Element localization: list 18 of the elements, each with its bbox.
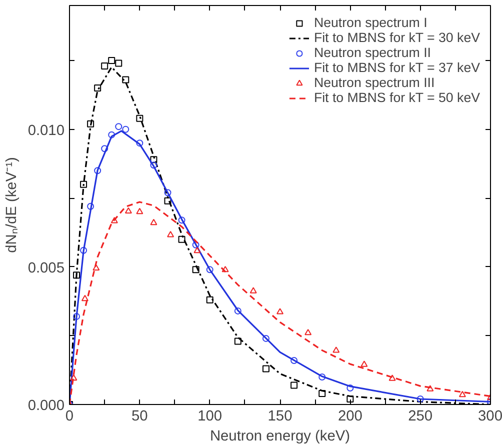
x-tick-label: 150: [268, 408, 292, 424]
x-tick-label: 300: [478, 408, 502, 424]
y-axis-title: dNₙ/dE (keV⁻¹): [4, 157, 20, 253]
y-tick-label: 0.000: [28, 398, 65, 414]
legend-label: Fit to MBNS for kT = 50 keV: [314, 90, 480, 105]
y-tick-label: 0.010: [28, 122, 65, 139]
legend-label: Fit to MBNS for kT = 37 keV: [314, 60, 480, 75]
x-tick-label: 200: [338, 408, 362, 424]
legend-label: Fit to MBNS for kT = 30 keV: [314, 30, 480, 45]
legend-label: Neutron spectrum II: [314, 45, 431, 60]
legend-label: Neutron spectrum III: [314, 75, 435, 90]
x-tick-label: 0: [65, 408, 74, 424]
legend-label: Neutron spectrum I: [314, 15, 428, 30]
x-tick-label: 250: [408, 408, 433, 424]
x-tick-label: 100: [198, 408, 222, 424]
x-axis-title: Neutron energy (keV): [210, 428, 350, 444]
y-tick-label: 0.005: [28, 260, 65, 276]
x-tick-label: 50: [132, 408, 148, 424]
